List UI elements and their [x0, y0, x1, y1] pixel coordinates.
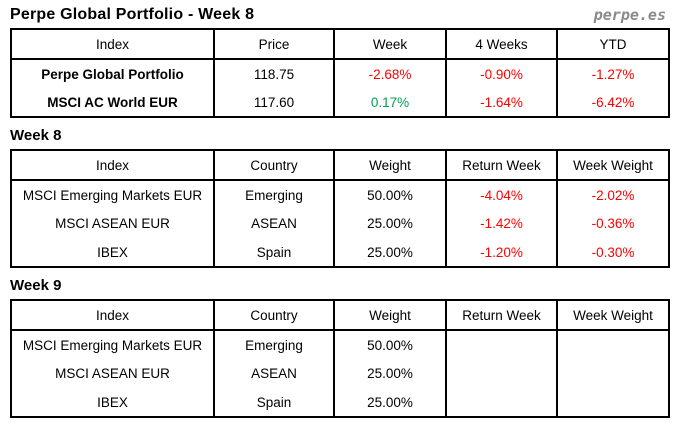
4weeks-return-cell: -1.64% — [445, 88, 558, 117]
summary-header-week: Week — [333, 29, 447, 60]
brand-logo: perpe.es — [593, 6, 666, 24]
index-name-cell: MSCI AC World EUR — [10, 88, 215, 117]
week-weight-cell: -0.30% — [556, 238, 670, 267]
week-weight-cell: -0.36% — [556, 209, 670, 238]
week9-table: Index Country Weight Return Week Week We… — [10, 299, 670, 418]
summary-header-row: Index Price Week 4 Weeks YTD — [10, 29, 670, 60]
summary-header-4weeks: 4 Weeks — [445, 29, 558, 60]
country-cell: Spain — [213, 388, 335, 417]
return-week-cell: -4.04% — [445, 180, 558, 209]
report-page: Perpe Global Portfolio - Week 8 perpe.es… — [10, 0, 670, 418]
week9-heading: Week 9 — [10, 277, 62, 294]
weight-cell: 25.00% — [333, 238, 447, 267]
week-return-cell: 0.17% — [333, 88, 447, 117]
weight-cell: 50.00% — [333, 330, 447, 359]
week9-header-weight: Weight — [333, 300, 447, 331]
weight-cell: 25.00% — [333, 209, 447, 238]
week-weight-cell — [556, 359, 670, 388]
week8-header-week-weight: Week Weight — [556, 150, 670, 181]
week8-header-row: Index Country Weight Return Week Week We… — [10, 150, 670, 181]
index-name-cell: MSCI ASEAN EUR — [10, 359, 215, 388]
week-weight-cell — [556, 330, 670, 359]
country-cell: Spain — [213, 238, 335, 267]
week8-header-country: Country — [213, 150, 335, 181]
summary-table: Index Price Week 4 Weeks YTD Perpe Globa… — [10, 28, 670, 118]
week8-header-index: Index — [10, 150, 215, 181]
weight-cell: 25.00% — [333, 388, 447, 417]
country-cell: Emerging — [213, 180, 335, 209]
ytd-return-cell: -1.27% — [556, 59, 670, 88]
week-weight-cell: -2.02% — [556, 180, 670, 209]
week8-heading: Week 8 — [10, 127, 62, 144]
week9-header-week-weight: Week Weight — [556, 300, 670, 331]
week8-header-weight: Weight — [333, 150, 447, 181]
table-row: MSCI ASEAN EUR ASEAN 25.00% — [10, 359, 670, 388]
return-week-cell: -1.20% — [445, 238, 558, 267]
return-week-cell — [445, 388, 558, 417]
week9-header-row: Index Country Weight Return Week Week We… — [10, 300, 670, 331]
week9-header-index: Index — [10, 300, 215, 331]
country-cell: ASEAN — [213, 209, 335, 238]
summary-header-price: Price — [213, 29, 335, 60]
return-week-cell: -1.42% — [445, 209, 558, 238]
return-week-cell — [445, 359, 558, 388]
index-name-cell: Perpe Global Portfolio — [10, 59, 215, 88]
4weeks-return-cell: -0.90% — [445, 59, 558, 88]
index-name-cell: MSCI Emerging Markets EUR — [10, 330, 215, 359]
index-name-cell: MSCI Emerging Markets EUR — [10, 180, 215, 209]
weight-cell: 25.00% — [333, 359, 447, 388]
week-weight-cell — [556, 388, 670, 417]
table-row: IBEX Spain 25.00% — [10, 388, 670, 417]
table-row: MSCI AC World EUR 117.60 0.17% -1.64% -6… — [10, 88, 670, 117]
table-row: MSCI ASEAN EUR ASEAN 25.00% -1.42% -0.36… — [10, 209, 670, 238]
summary-header-index: Index — [10, 29, 215, 60]
table-row: Perpe Global Portfolio 118.75 -2.68% -0.… — [10, 59, 670, 88]
summary-header-ytd: YTD — [556, 29, 670, 60]
week8-table: Index Country Weight Return Week Week We… — [10, 149, 670, 268]
index-name-cell: IBEX — [10, 238, 215, 267]
week8-header-return-week: Return Week — [445, 150, 558, 181]
country-cell: Emerging — [213, 330, 335, 359]
table-row: IBEX Spain 25.00% -1.20% -0.30% — [10, 238, 670, 267]
index-name-cell: IBEX — [10, 388, 215, 417]
week9-header-country: Country — [213, 300, 335, 331]
week-return-cell: -2.68% — [333, 59, 447, 88]
country-cell: ASEAN — [213, 359, 335, 388]
price-cell: 117.60 — [213, 88, 335, 117]
report-header: Perpe Global Portfolio - Week 8 perpe.es — [10, 0, 668, 27]
index-name-cell: MSCI ASEAN EUR — [10, 209, 215, 238]
page-title: Perpe Global Portfolio - Week 8 — [10, 6, 255, 23]
ytd-return-cell: -6.42% — [556, 88, 670, 117]
week9-header-return-week: Return Week — [445, 300, 558, 331]
price-cell: 118.75 — [213, 59, 335, 88]
table-row: MSCI Emerging Markets EUR Emerging 50.00… — [10, 330, 670, 359]
table-row: MSCI Emerging Markets EUR Emerging 50.00… — [10, 180, 670, 209]
return-week-cell — [445, 330, 558, 359]
weight-cell: 50.00% — [333, 180, 447, 209]
